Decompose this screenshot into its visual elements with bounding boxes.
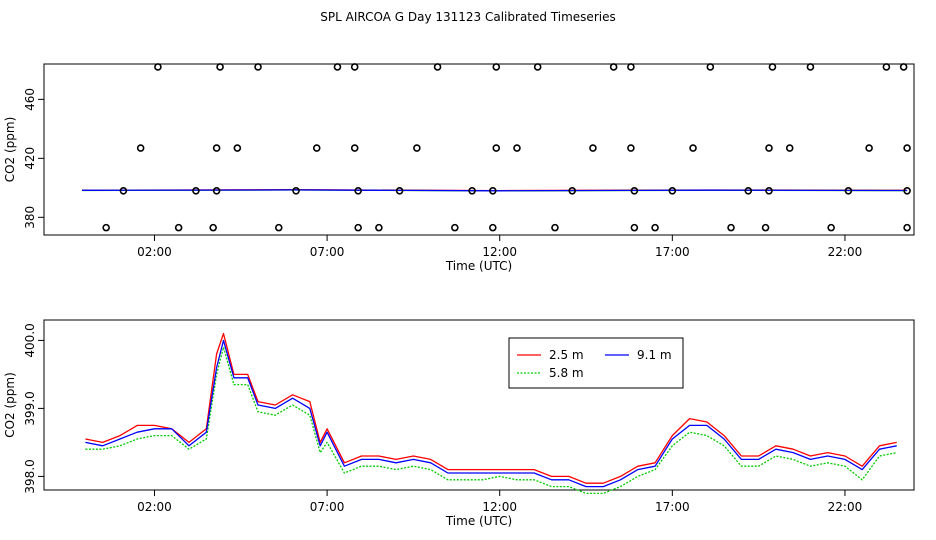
data-point [451, 223, 459, 232]
data-point [433, 63, 442, 71]
data-point [551, 223, 559, 232]
data-point [354, 223, 362, 232]
data-point [492, 63, 501, 71]
x-tick-label: 02:00 [137, 500, 172, 514]
legend-label: 2.5 m [549, 348, 584, 362]
data-point [630, 223, 639, 232]
data-point [903, 223, 911, 232]
legend-label: 5.8 m [549, 366, 584, 380]
data-point [192, 186, 200, 195]
data-point [765, 186, 773, 195]
plot-frame [43, 63, 915, 236]
x-tick-label: 12:00 [482, 245, 517, 259]
x-tick-label: 02:00 [137, 245, 172, 259]
y-axis-label: CO2 (ppm) [3, 372, 17, 438]
data-point [350, 144, 359, 152]
data-point [689, 144, 697, 152]
y-tick-label: 380 [23, 206, 37, 229]
data-point [668, 186, 677, 195]
data-point [827, 223, 835, 232]
series-line-2 [85, 339, 897, 488]
y-tick-label: 400.0 [23, 323, 37, 357]
data-point [209, 223, 217, 232]
data-point [865, 144, 873, 152]
series-line-0 [85, 332, 897, 484]
data-point [589, 144, 597, 152]
data-point [292, 186, 300, 195]
legend: 2.5 m 9.1 m 5.8 m [508, 337, 684, 389]
data-point [154, 63, 162, 71]
data-point [627, 63, 635, 71]
data-point [513, 144, 521, 152]
data-point [533, 63, 542, 71]
data-point [744, 186, 753, 195]
data-point [568, 186, 577, 195]
data-point [727, 223, 735, 232]
data-point [899, 63, 908, 71]
data-point [844, 186, 853, 195]
data-point [903, 186, 911, 195]
data-point [333, 63, 342, 71]
x-tick-label: 17:00 [655, 245, 690, 259]
series-line-2 [81, 189, 908, 192]
data-point [216, 63, 224, 71]
y-tick-label: 398.0 [23, 459, 37, 493]
data-point [212, 144, 221, 152]
data-point [806, 63, 815, 71]
data-point [254, 63, 262, 71]
x-tick-label: 07:00 [310, 245, 345, 259]
data-point [761, 223, 770, 232]
data-point [233, 144, 242, 152]
data-point [903, 144, 911, 152]
data-point [468, 186, 476, 195]
data-point [274, 223, 283, 232]
data-point [651, 223, 659, 232]
data-point [627, 144, 635, 152]
data-point [609, 63, 618, 71]
y-axis-label: CO2 (ppm) [3, 117, 17, 183]
data-point [174, 223, 183, 232]
data-point [785, 144, 794, 152]
data-point [395, 186, 404, 195]
x-axis-label: Time (UTC) [445, 514, 512, 528]
legend-label: 9.1 m [637, 348, 672, 362]
data-point [489, 223, 497, 232]
data-point [630, 186, 639, 195]
data-point [765, 144, 773, 152]
data-point [312, 144, 321, 152]
y-tick-label: 460 [23, 88, 37, 111]
x-tick-label: 12:00 [482, 500, 517, 514]
data-point [768, 63, 777, 71]
data-point [212, 186, 221, 195]
x-tick-label: 17:00 [655, 500, 690, 514]
data-point [350, 63, 359, 71]
data-point [375, 223, 383, 232]
data-point [119, 186, 128, 195]
y-tick-label: 399.0 [23, 391, 37, 425]
x-axis-label: Time (UTC) [445, 259, 512, 273]
legend-box [508, 337, 684, 389]
x-tick-label: 22:00 [828, 500, 863, 514]
data-point [136, 144, 145, 152]
data-point [489, 186, 497, 195]
plot-panel-bottom: 02:00 07:00 12:00 17:00 22:00 398.0 399.0 400.0… [3, 319, 915, 528]
y-tick-label: 420 [23, 147, 37, 170]
x-tick-label: 22:00 [828, 245, 863, 259]
data-point [354, 186, 362, 195]
data-point [492, 144, 501, 152]
data-point [413, 144, 421, 152]
data-point [882, 63, 891, 71]
plot-panel-top: 02:00 07:00 12:00 17:00 22:00 380 420 460 Time (… [3, 63, 915, 273]
data-point [102, 223, 110, 232]
series-line-1 [85, 346, 897, 495]
page-title: SPL AIRCOA G Day 131123 Calibrated Times… [320, 10, 616, 24]
x-tick-label: 07:00 [310, 500, 345, 514]
data-point [706, 63, 715, 71]
plot-frame [43, 319, 915, 491]
